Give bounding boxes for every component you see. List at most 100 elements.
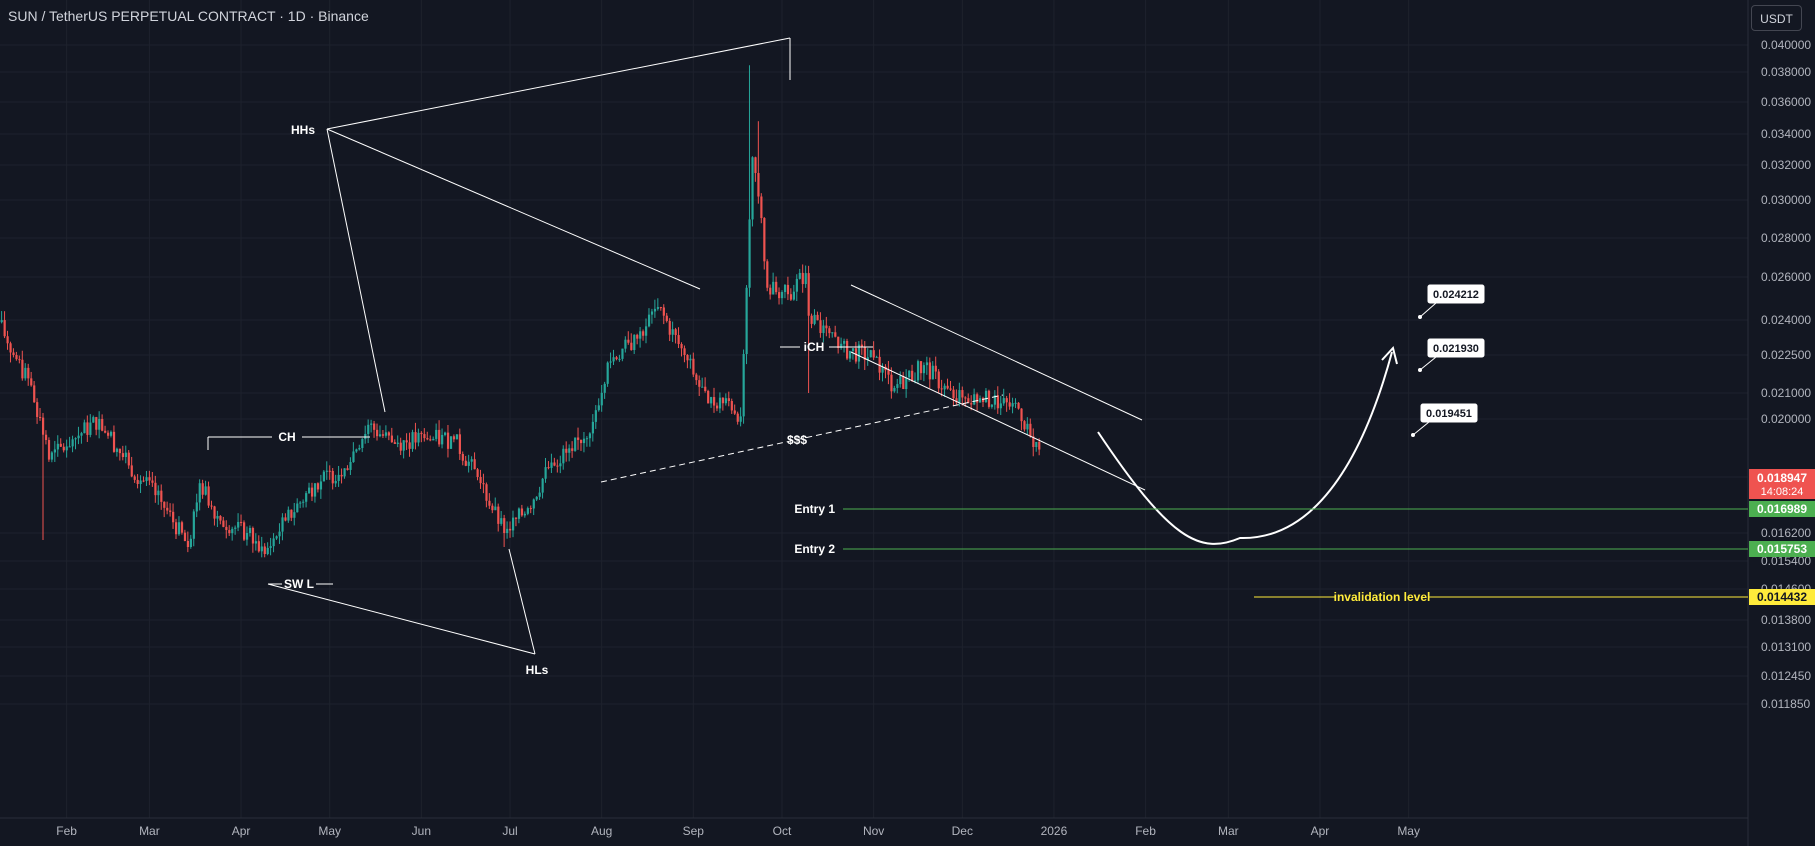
candle (166, 501, 169, 515)
price-axis[interactable]: 0.040000 0.038000 0.036000 0.034000 0.032000… (1761, 38, 1811, 711)
candle (783, 284, 787, 299)
candle (692, 352, 695, 378)
candle (308, 482, 311, 495)
candle (364, 425, 367, 444)
candle (180, 520, 184, 535)
price-tick-label: 0.015400 (1761, 554, 1811, 568)
candle (559, 455, 562, 474)
time-tick-label: Apr (1311, 824, 1330, 838)
candle (3, 311, 6, 339)
candle (340, 468, 343, 484)
candle (172, 503, 175, 529)
projection-curve (1097, 351, 1393, 545)
candle (600, 384, 603, 412)
candle (704, 377, 707, 393)
projection-arrowhead (1381, 345, 1398, 365)
candle (677, 327, 680, 349)
candle (1008, 393, 1011, 410)
ich-label: iCH (804, 340, 825, 354)
candle (769, 284, 772, 300)
candle (237, 513, 240, 532)
candle (1029, 418, 1032, 438)
candle (701, 377, 704, 388)
candle (455, 434, 459, 440)
candle (222, 516, 225, 528)
candle (384, 425, 388, 438)
candle (148, 470, 151, 486)
candle (574, 437, 577, 452)
candle (775, 276, 778, 295)
candle (840, 337, 843, 350)
candle (210, 500, 213, 510)
candle (1011, 397, 1014, 414)
candle (130, 456, 133, 478)
time-tick-label: May (1397, 824, 1420, 838)
candle (1002, 388, 1005, 406)
candle (160, 484, 163, 510)
candle (509, 521, 512, 538)
invalidation-label: invalidation level (1334, 590, 1431, 604)
candle (488, 493, 491, 509)
candle (925, 356, 929, 375)
price-tick-label: 0.013100 (1761, 640, 1811, 654)
candle (647, 308, 651, 328)
candle (674, 327, 677, 344)
candle (896, 378, 899, 394)
candle (464, 455, 467, 467)
candle (863, 341, 866, 371)
candle (408, 432, 411, 457)
candle (650, 308, 654, 324)
candle (393, 439, 396, 444)
candle (331, 468, 334, 490)
candle (984, 388, 988, 404)
candle (216, 510, 219, 528)
candle (219, 515, 222, 525)
target-price-label: 0.024212 (1433, 289, 1479, 301)
price-tick-label: 0.038000 (1761, 65, 1811, 79)
candle (491, 503, 494, 514)
candle (553, 457, 556, 467)
candle (6, 330, 9, 350)
candle (766, 259, 769, 292)
candle (943, 383, 946, 397)
candle (310, 482, 314, 502)
candle (441, 428, 444, 449)
candle (707, 389, 710, 404)
candle (713, 387, 716, 413)
time-tick-label: Jun (412, 824, 431, 838)
candle (405, 433, 408, 451)
candle (213, 505, 216, 526)
candle (175, 518, 178, 539)
candle (83, 419, 86, 434)
candle (12, 348, 15, 358)
candle (381, 430, 385, 439)
candle (272, 533, 275, 553)
candle (544, 457, 547, 483)
candle (846, 338, 849, 361)
candle (136, 474, 139, 489)
candle (680, 342, 683, 357)
time-tick-label: 2026 (1041, 824, 1068, 838)
candle (627, 331, 630, 345)
candle (0, 311, 3, 324)
candle (319, 474, 323, 499)
candle (899, 371, 902, 388)
candle (571, 441, 574, 458)
svg-text:0.016989: 0.016989 (1757, 502, 1807, 516)
candle (1035, 441, 1038, 452)
channel-upper-line (850, 284, 1143, 421)
candle (367, 419, 370, 444)
currency-button[interactable]: USDT (1751, 5, 1802, 31)
candle (987, 389, 991, 409)
candle (284, 513, 287, 522)
time-axis[interactable]: Feb Mar Apr May Jun Jul Aug Sep Oct Nov Dec 2026 Feb… (56, 824, 1420, 838)
candle (177, 516, 181, 536)
candle (195, 493, 198, 518)
price-tick-label: 0.011850 (1761, 697, 1810, 711)
candle (807, 265, 810, 393)
candle (952, 386, 955, 406)
candle (186, 531, 190, 553)
candle (248, 525, 252, 537)
